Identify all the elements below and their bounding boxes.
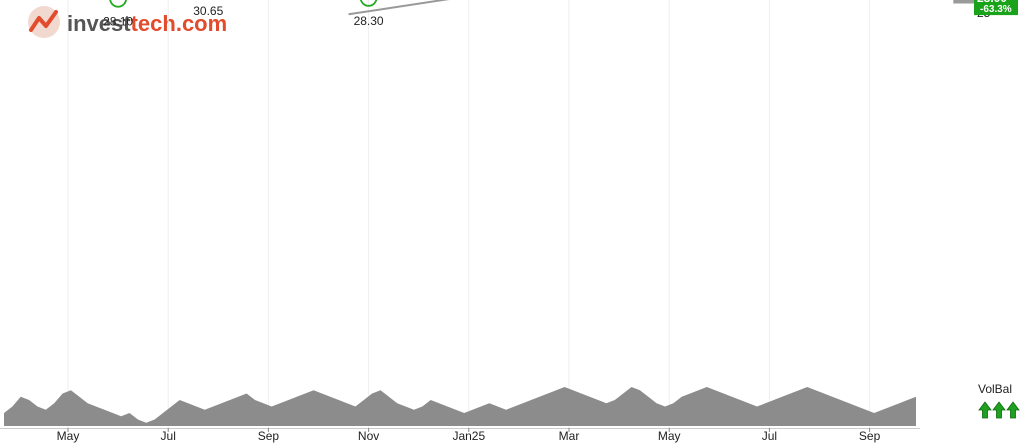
volume-balance-fill — [4, 387, 916, 426]
volume-profile-bar — [953, 0, 974, 4]
arrow-up-icon — [992, 401, 1006, 419]
level-star-icon: * — [962, 0, 967, 6]
investtech-logo[interactable]: investtech.com — [28, 6, 227, 38]
peak-label: 28.30 — [354, 14, 384, 28]
x-axis: May Jul Sep Nov Jan25 Mar May Jul Sep — [57, 428, 881, 443]
x-tick-label: Mar — [559, 429, 580, 443]
peak-label: 28.10 — [103, 15, 133, 29]
x-tick-label: Jul — [762, 429, 777, 443]
channel-line-lower — [348, 0, 450, 16]
level-badge — [974, 0, 1018, 16]
x-tick-label: Nov — [358, 429, 379, 443]
trend-channel — [348, 0, 450, 16]
arrow-up-icon — [978, 401, 992, 419]
x-tick-label: Sep — [258, 429, 280, 443]
logo-arrow-icon — [29, 10, 58, 32]
x-tick-label: Sep — [859, 429, 881, 443]
level-percent: -63.3% — [980, 4, 1012, 15]
x-tick-label: May — [658, 429, 681, 443]
svg-text:investtech.com: investtech.com — [67, 11, 227, 36]
arrow-up-icon — [1006, 401, 1020, 419]
volbal-label: VolBal — [978, 382, 1012, 396]
x-tick-label: May — [57, 429, 80, 443]
volume-profile — [953, 0, 974, 4]
volume-balance-area — [4, 387, 916, 426]
logo-text-tech: tech.com — [131, 11, 228, 36]
x-tick-label: Jul — [161, 429, 176, 443]
x-tick-label: Jan25 — [452, 429, 485, 443]
level-value: 28.00 — [977, 0, 1007, 5]
peak-label: 30.65 — [193, 4, 223, 18]
signal-arrows — [978, 401, 1020, 419]
level-badges: 56.00-26.5%*40.00-47.5%*28.00-63.3%* — [962, 0, 1018, 16]
peak-marker-low — [109, 0, 127, 8]
grid — [0, 0, 920, 429]
logo-text-invest: invest — [67, 11, 131, 36]
peak-marker-low — [359, 0, 378, 7]
